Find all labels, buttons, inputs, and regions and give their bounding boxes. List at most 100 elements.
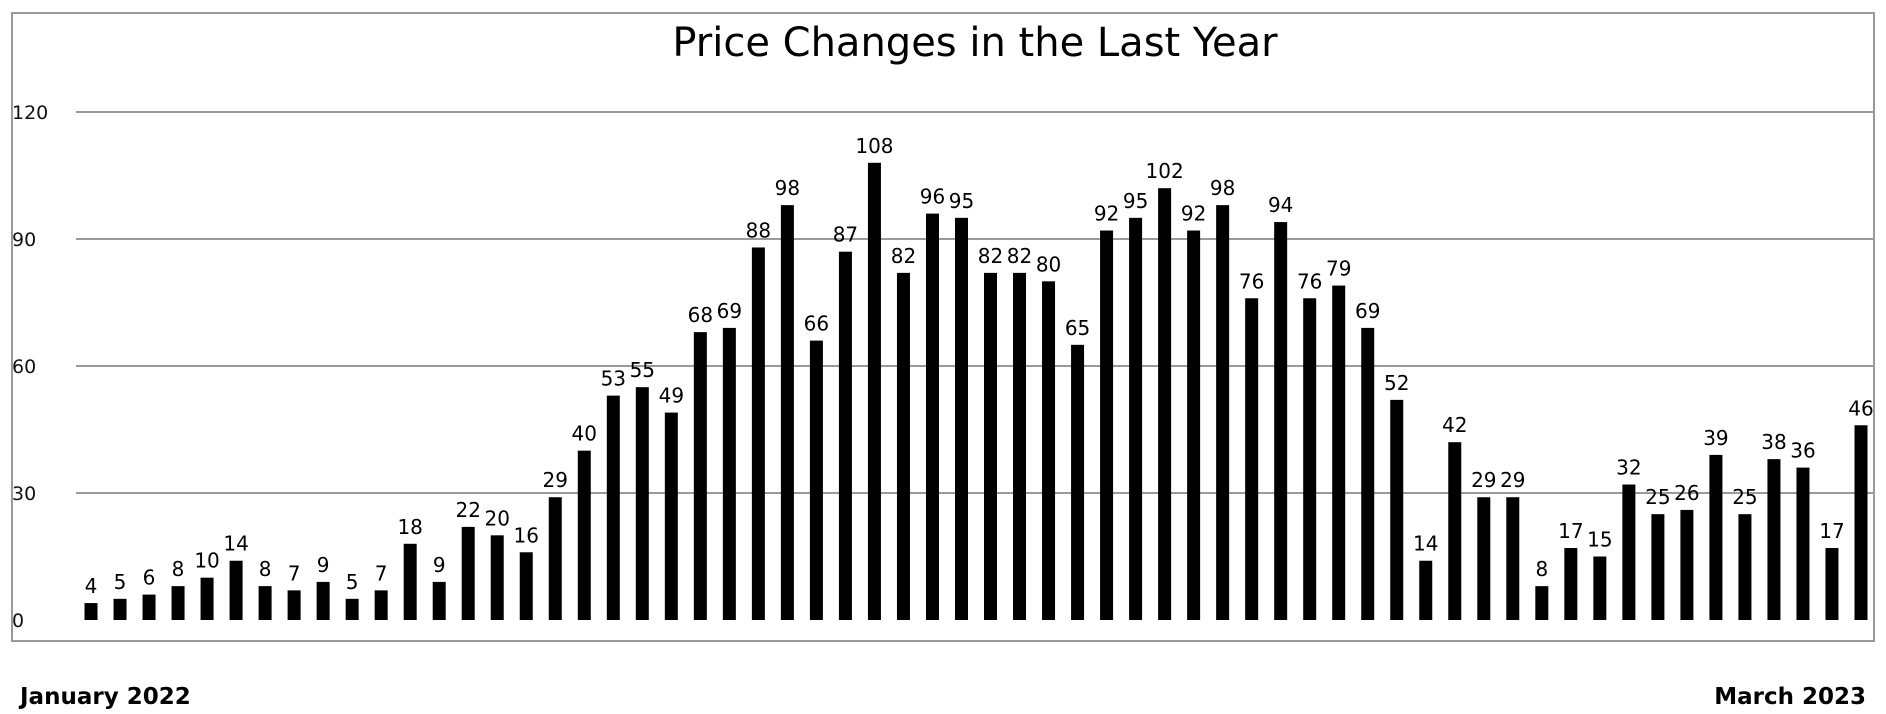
bar: [403, 543, 417, 620]
bar-value-label: 53: [601, 367, 626, 391]
bar-value-label: 42: [1442, 413, 1467, 437]
bar: [1390, 399, 1404, 620]
bar-value-label: 4: [85, 574, 98, 598]
bar-value-label: 96: [920, 185, 945, 209]
bar-value-label: 29: [543, 468, 568, 492]
y-axis-ticks: 0 30 60 90 120: [12, 102, 48, 632]
bar: [1129, 217, 1143, 620]
bar: [1042, 281, 1056, 620]
bar-value-label: 66: [804, 312, 829, 336]
bar-value-label: 9: [433, 553, 446, 577]
bar: [1332, 285, 1346, 620]
bar-value-label: 14: [223, 532, 248, 556]
bar-value-label: 49: [659, 384, 684, 408]
bar-value-label: 9: [317, 553, 330, 577]
bar: [925, 213, 939, 620]
y-tick-label: 120: [12, 102, 48, 124]
bar: [1622, 484, 1636, 620]
y-tick-label: 30: [12, 483, 36, 505]
bar-value-label: 76: [1297, 269, 1322, 293]
bar: [113, 598, 127, 620]
bar: [1767, 459, 1781, 620]
bar: [316, 581, 330, 620]
bar-value-label: 22: [455, 498, 480, 522]
bar: [1651, 514, 1665, 620]
bar-value-label: 82: [1007, 244, 1032, 268]
bar-value-label: 14: [1413, 532, 1438, 556]
bar: [142, 594, 156, 620]
bar-value-label: 46: [1848, 396, 1873, 420]
bar: [1361, 327, 1375, 620]
bar-value-label: 68: [688, 303, 713, 327]
bar-value-label: 6: [143, 566, 156, 590]
bar: [1187, 230, 1201, 620]
bar: [867, 162, 881, 621]
bar-value-label: 25: [1645, 485, 1670, 509]
bar: [722, 327, 736, 620]
bar-value-label: 18: [397, 515, 422, 539]
bar: [490, 535, 504, 620]
bar-value-label: 95: [949, 189, 974, 213]
bar-value-label: 102: [1146, 159, 1184, 183]
bar-value-label: 10: [194, 549, 219, 573]
bar: [635, 387, 649, 620]
bar-value-label: 17: [1819, 519, 1844, 543]
bar: [1825, 548, 1839, 620]
bar-value-label: 108: [855, 134, 893, 158]
bar-value-label: 82: [891, 244, 916, 268]
bar-value-label: 16: [514, 523, 539, 547]
bar: [1796, 467, 1810, 620]
bar-value-label: 95: [1123, 189, 1148, 213]
bar-value-label: 15: [1587, 528, 1612, 552]
bar: [1506, 497, 1520, 620]
bar-value-label: 40: [572, 422, 597, 446]
start-date-label: January 2022: [18, 684, 191, 710]
bar-value-label: 5: [114, 570, 127, 594]
bar: [1419, 560, 1433, 620]
bar-value-label: 94: [1268, 193, 1293, 217]
bar: [200, 577, 214, 620]
bar-value-label: 25: [1732, 485, 1757, 509]
bar: [1535, 586, 1549, 620]
bar: [1274, 222, 1288, 620]
bar: [1448, 442, 1462, 620]
bar: [896, 272, 910, 620]
bar-value-label: 39: [1703, 426, 1728, 450]
bar: [1216, 205, 1230, 620]
bar-value-label: 98: [775, 176, 800, 200]
bar-value-label: 38: [1761, 430, 1786, 454]
bar: [258, 586, 272, 620]
bar: [1477, 497, 1491, 620]
bar: [84, 603, 98, 620]
bar: [1709, 454, 1723, 620]
bar-value-label: 29: [1471, 468, 1496, 492]
bar: [577, 450, 591, 620]
bar-value-label: 82: [978, 244, 1003, 268]
bars: [84, 162, 1868, 621]
bar-value-label: 7: [375, 561, 388, 585]
bar-value-label: 17: [1558, 519, 1583, 543]
bar-value-label: 26: [1674, 481, 1699, 505]
bar: [1013, 272, 1027, 620]
bar-value-label: 65: [1065, 316, 1090, 340]
bar-value-label: 20: [485, 506, 510, 530]
bar-value-label: 79: [1326, 257, 1351, 281]
bar-value-label: 36: [1790, 439, 1815, 463]
y-tick-label: 0: [12, 610, 24, 632]
y-tick-label: 90: [12, 229, 36, 251]
bar: [345, 598, 359, 620]
bar-value-label: 76: [1239, 269, 1264, 293]
bar: [287, 590, 301, 620]
bar: [809, 340, 823, 620]
bar: [1245, 298, 1259, 620]
bar-value-label: 5: [346, 570, 359, 594]
bar: [838, 251, 852, 620]
bar-value-label: 69: [717, 299, 742, 323]
bar: [1593, 556, 1607, 620]
bar-value-label: 55: [630, 358, 655, 382]
gridlines: [76, 111, 1874, 494]
bar-value-label: 80: [1036, 252, 1061, 276]
bar: [984, 272, 998, 620]
